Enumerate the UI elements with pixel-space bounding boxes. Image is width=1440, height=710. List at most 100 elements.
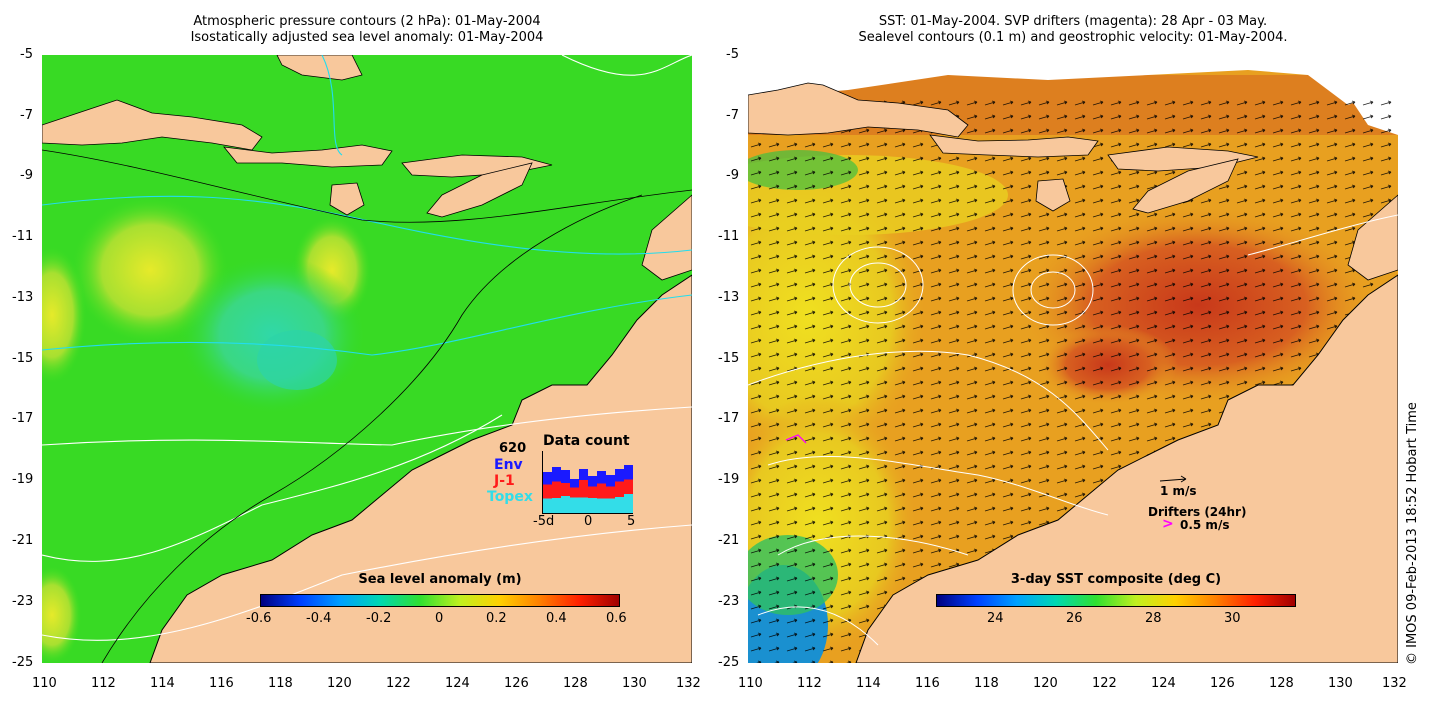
right-title: SST: 01-May-2004. SVP drifters (magenta)… — [748, 14, 1398, 46]
lon-tick: 132 — [676, 676, 701, 691]
lat-tick: -23 — [718, 594, 740, 609]
right-title-line2: Sealevel contours (0.1 m) and geostrophi… — [858, 30, 1288, 45]
lat-tick: -11 — [718, 229, 740, 244]
sla-australia-north — [641, 194, 692, 281]
sla-high-edge — [42, 245, 87, 385]
lat-tick: -15 — [12, 351, 34, 366]
sla-pressure-contours — [42, 55, 692, 641]
lon-tick: 114 — [150, 676, 175, 691]
lat-tick: -15 — [718, 351, 740, 366]
data-count-total: 620 — [499, 441, 527, 456]
lat-tick: -7 — [20, 108, 33, 123]
sst-colorbar-tick: 26 — [1066, 611, 1083, 626]
lat-tick: -11 — [12, 229, 34, 244]
sst-colorbar-title: 3-day SST composite (deg C) — [1010, 572, 1222, 587]
lat-tick: -19 — [718, 472, 740, 487]
sla-low-center — [177, 255, 367, 415]
lon-tick: 118 — [268, 676, 293, 691]
lat-tick: -21 — [12, 533, 34, 548]
lat-tick: -21 — [718, 533, 740, 548]
lon-tick: 112 — [91, 676, 116, 691]
lon-tick: 110 — [32, 676, 57, 691]
sla-colorbar-tick: -0.6 — [246, 611, 272, 626]
sla-colorbar-title: Sea level anomaly (m) — [358, 572, 522, 587]
sla-map-svg — [42, 55, 692, 663]
drifter-legend-title: Drifters (24hr) — [1148, 505, 1247, 519]
sst-sealevel-contours — [748, 214, 1398, 646]
drifter-track — [785, 434, 807, 444]
mission-j1-label: J-1 — [494, 473, 515, 489]
data-count-inset: 620 Data count Env J-1 Topex -5d 0 5 — [482, 433, 642, 543]
sla-colorbar-tick: -0.4 — [306, 611, 332, 626]
sea-level-anomaly-map: Sea level anomaly (m) -0.6 -0.4 -0.2 0 0… — [42, 55, 692, 663]
lon-tick: 130 — [1328, 676, 1353, 691]
lat-tick: -5 — [20, 47, 33, 62]
drifter-legend-value: 0.5 m/s — [1180, 518, 1230, 532]
lat-tick: -13 — [12, 290, 34, 305]
left-title: Atmospheric pressure contours (2 hPa): 0… — [42, 14, 692, 46]
lon-tick: 126 — [504, 676, 529, 691]
sst-colorbar-tick: 30 — [1224, 611, 1241, 626]
lon-tick: 114 — [856, 676, 881, 691]
sst-cloud-mask — [748, 55, 1398, 105]
lon-tick: 122 — [1092, 676, 1117, 691]
lon-tick: 120 — [327, 676, 352, 691]
left-title-line1: Atmospheric pressure contours (2 hPa): 0… — [193, 14, 541, 29]
lat-tick: -19 — [12, 472, 34, 487]
drifter-legend-marker: > — [1162, 516, 1174, 532]
lon-tick: 116 — [915, 676, 940, 691]
data-count-xtick: -5d — [533, 514, 555, 529]
lon-tick: 128 — [563, 676, 588, 691]
lon-tick: 112 — [797, 676, 822, 691]
data-count-title: Data count — [543, 433, 630, 449]
sst-islands — [748, 82, 1259, 214]
velocity-scale-label: 1 m/s — [1160, 484, 1197, 498]
sla-australia — [149, 274, 692, 663]
data-count-xtick: 0 — [584, 514, 593, 529]
sla-high-south — [42, 565, 82, 663]
sst-australia-north — [1347, 194, 1398, 281]
left-title-line2: Isostatically adjusted sea level anomaly… — [190, 30, 544, 45]
sla-colorbar-tick: 0.2 — [486, 611, 507, 626]
lon-tick: 126 — [1210, 676, 1235, 691]
lat-tick: -5 — [726, 47, 739, 62]
lon-tick: 124 — [1151, 676, 1176, 691]
lon-tick: 120 — [1033, 676, 1058, 691]
sla-colorbar-tick: 0.6 — [606, 611, 627, 626]
lat-tick: -9 — [20, 168, 33, 183]
sst-colorbar-tick: 24 — [987, 611, 1004, 626]
data-count-xtick: 5 — [627, 514, 636, 529]
sla-low-core — [257, 330, 337, 390]
sla-colorbar-tick: 0.4 — [546, 611, 567, 626]
lon-tick: 110 — [738, 676, 763, 691]
right-title-line1: SST: 01-May-2004. SVP drifters (magenta)… — [878, 14, 1268, 29]
lat-tick: -17 — [718, 411, 740, 426]
lon-tick: 116 — [209, 676, 234, 691]
data-count-bars — [542, 451, 633, 514]
lat-tick: -17 — [12, 411, 34, 426]
lat-tick: -9 — [726, 168, 739, 183]
lon-tick: 128 — [1269, 676, 1294, 691]
lon-tick: 130 — [622, 676, 647, 691]
sla-colorbar-tick: 0 — [435, 611, 444, 626]
mission-env-label: Env — [494, 457, 523, 473]
sla-islands — [42, 55, 553, 218]
lat-tick: -23 — [12, 594, 34, 609]
sla-coast-lines — [42, 149, 692, 663]
mission-topex-label: Topex — [487, 489, 533, 505]
sla-colorbar — [260, 594, 620, 607]
sst-map-svg — [748, 55, 1398, 663]
sst-colorbar-tick: 28 — [1145, 611, 1162, 626]
lat-tick: -7 — [726, 108, 739, 123]
lon-tick: 124 — [445, 676, 470, 691]
lat-tick: -25 — [12, 655, 34, 670]
sst-colorbar — [936, 594, 1296, 607]
lat-tick: -13 — [718, 290, 740, 305]
sst-australia — [855, 274, 1398, 663]
sla-colorbar-tick: -0.2 — [366, 611, 392, 626]
lat-tick: -25 — [718, 655, 740, 670]
velocity-scale-arrow — [1159, 475, 1187, 483]
sst-map: 1 m/s Drifters (24hr) > 0.5 m/s 3-day SS… — [748, 55, 1398, 663]
lon-tick: 132 — [1382, 676, 1407, 691]
imos-credit: © IMOS 09-Feb-2013 18:52 Hobart Time — [1405, 402, 1420, 665]
